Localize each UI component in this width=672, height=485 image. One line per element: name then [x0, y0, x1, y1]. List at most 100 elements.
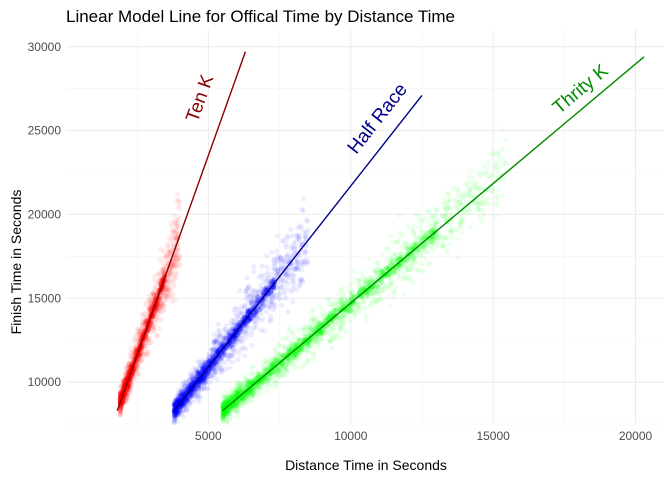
data-point — [181, 379, 186, 384]
data-point — [265, 265, 270, 270]
data-point — [264, 278, 269, 283]
data-point — [469, 168, 474, 173]
data-point — [223, 353, 228, 358]
data-point — [229, 415, 234, 420]
data-point — [283, 245, 288, 250]
data-point — [221, 327, 226, 332]
data-point — [434, 221, 439, 226]
data-point — [422, 256, 427, 261]
data-point — [229, 317, 234, 322]
data-point — [401, 277, 406, 282]
data-point — [397, 231, 402, 236]
data-point — [295, 265, 300, 270]
data-point — [272, 257, 277, 262]
data-point — [500, 193, 505, 198]
data-point — [387, 304, 392, 309]
data-point — [223, 388, 228, 393]
data-point — [251, 364, 256, 369]
data-point — [337, 290, 342, 295]
data-point — [175, 217, 180, 222]
data-point — [388, 234, 393, 239]
data-point — [279, 296, 284, 301]
data-point — [230, 354, 235, 359]
data-point — [264, 309, 269, 314]
data-point — [266, 304, 271, 309]
data-point — [285, 281, 290, 286]
data-point — [274, 248, 279, 253]
data-point — [274, 385, 279, 390]
data-point — [252, 288, 257, 293]
data-point — [166, 294, 171, 299]
data-point — [215, 377, 220, 382]
data-point — [364, 313, 369, 318]
data-point — [486, 161, 491, 166]
data-point — [249, 329, 254, 334]
data-point — [386, 285, 391, 290]
data-point — [273, 346, 278, 351]
data-point — [503, 137, 508, 142]
data-point — [434, 208, 439, 213]
data-point — [450, 235, 455, 240]
data-point — [245, 287, 250, 292]
data-point — [407, 277, 412, 282]
data-point — [330, 327, 335, 332]
data-point — [380, 252, 385, 257]
data-point — [311, 351, 316, 356]
data-point — [242, 353, 247, 358]
data-point — [167, 271, 172, 276]
data-point — [357, 278, 362, 283]
data-point — [265, 389, 270, 394]
data-point — [296, 234, 301, 239]
data-point — [444, 211, 449, 216]
data-point — [459, 230, 464, 235]
data-point — [410, 263, 415, 268]
data-point — [497, 154, 502, 159]
data-point — [227, 365, 232, 370]
data-point — [172, 261, 177, 266]
data-point — [311, 307, 316, 312]
data-point — [390, 290, 395, 295]
data-point — [474, 180, 479, 185]
data-point — [287, 325, 292, 330]
data-point — [237, 288, 242, 293]
data-point — [405, 224, 410, 229]
data-point — [459, 219, 464, 224]
data-point — [161, 302, 166, 307]
data-point — [429, 245, 434, 250]
data-point — [118, 409, 123, 414]
data-point — [299, 207, 304, 212]
data-point — [468, 224, 473, 229]
data-point — [401, 291, 406, 296]
data-point — [154, 334, 159, 339]
data-point — [288, 227, 293, 232]
data-point — [417, 224, 422, 229]
data-point — [484, 167, 489, 172]
data-point — [216, 322, 221, 327]
data-point — [303, 233, 308, 238]
data-point — [392, 252, 397, 257]
data-point — [306, 356, 311, 361]
data-point — [379, 296, 384, 301]
data-point — [362, 306, 367, 311]
data-point — [445, 250, 450, 255]
data-point — [269, 299, 274, 304]
data-point — [211, 332, 216, 337]
data-point — [292, 362, 297, 367]
data-point — [284, 296, 289, 301]
data-point — [446, 241, 451, 246]
data-point — [238, 347, 243, 352]
data-point — [411, 224, 416, 229]
data-point — [487, 202, 492, 207]
data-point — [290, 299, 295, 304]
data-point — [499, 127, 504, 132]
data-point — [480, 196, 485, 201]
data-point — [305, 219, 310, 224]
data-point — [161, 249, 166, 254]
data-point — [195, 359, 200, 364]
data-point — [289, 233, 294, 238]
data-point — [166, 288, 171, 293]
data-point — [290, 286, 295, 291]
data-point — [347, 319, 352, 324]
data-point — [167, 235, 172, 240]
data-point — [278, 285, 283, 290]
